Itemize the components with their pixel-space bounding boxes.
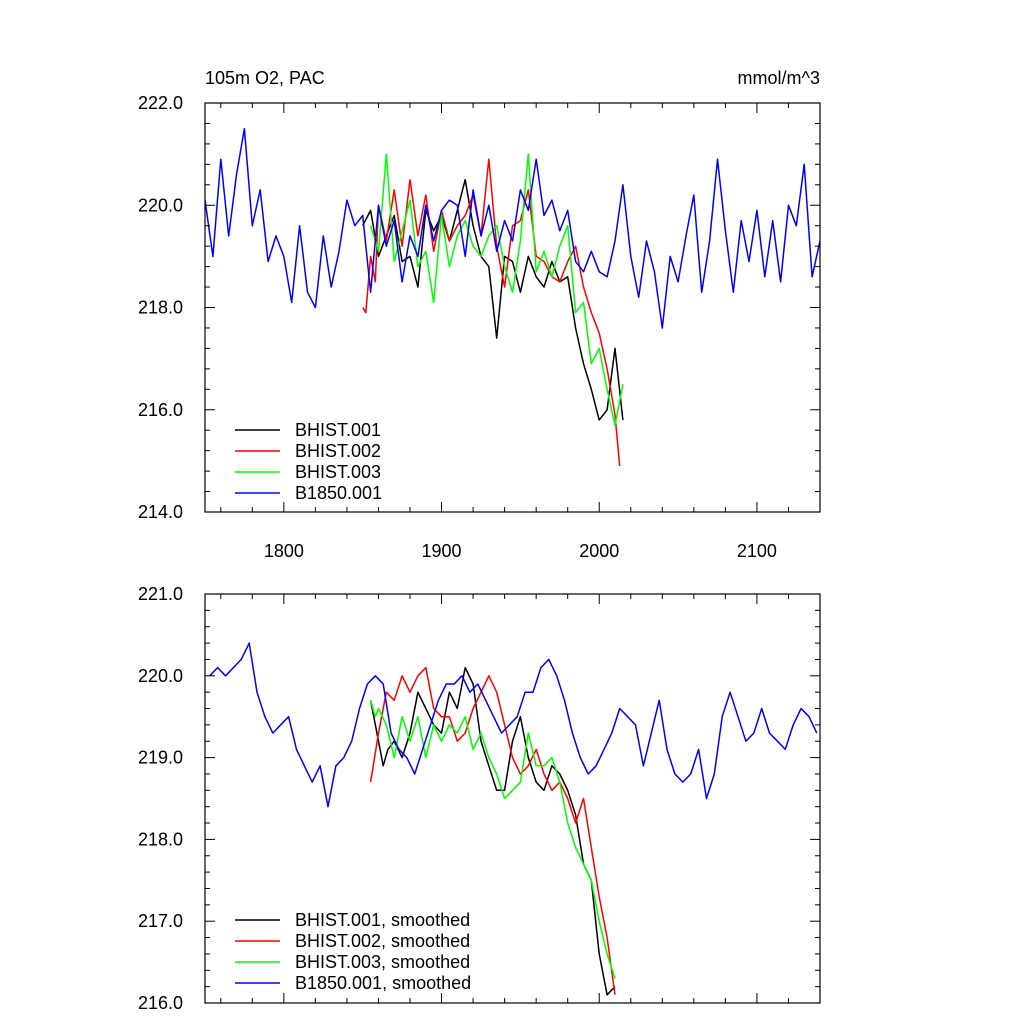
y-tick-label: 218.0: [138, 298, 183, 318]
series-group: [205, 127, 820, 467]
series-line-b1850-001-smoothed: [209, 642, 818, 808]
x-tick-label: 1800: [264, 541, 304, 561]
y-tick-label: 222.0: [138, 93, 183, 113]
legend-label: BHIST.003: [295, 462, 381, 482]
y-tick-label: 220.0: [138, 666, 183, 686]
series-line-bhist-001: [362, 178, 624, 421]
y-tick-label: 221.0: [138, 584, 183, 604]
top-panel: 214.0 216.0 218.0 220.0 222.0 1800 1900 2000 210…: [138, 68, 821, 561]
series-line-bhist-003: [369, 153, 624, 426]
x-tick-label: 2100: [737, 541, 777, 561]
series-line-bhist-002: [362, 158, 621, 467]
y-tick-label: 216.0: [138, 400, 183, 420]
y-tick-label: 214.0: [138, 502, 183, 522]
chart-title: 105m O2, PAC: [205, 68, 325, 88]
y-tick-label: 219.0: [138, 748, 183, 768]
series-group: [209, 642, 818, 996]
plot-frame: [204, 593, 821, 1004]
series-line-bhist-002-smoothed: [369, 666, 616, 995]
series-line-b1850-001: [205, 127, 820, 329]
legend-label: BHIST.003, smoothed: [295, 952, 470, 972]
series-line-bhist-003-smoothed: [369, 700, 616, 979]
y-tick-label: 217.0: [138, 911, 183, 931]
units-label: mmol/m^3: [738, 68, 820, 88]
legend-label: BHIST.001, smoothed: [295, 910, 470, 930]
legend-label: B1850.001, smoothed: [295, 973, 471, 993]
y-tick-label: 216.0: [138, 993, 183, 1013]
y-tick-label: 220.0: [138, 195, 183, 215]
legend-label: BHIST.002, smoothed: [295, 931, 470, 951]
legend-label: BHIST.001: [295, 420, 381, 440]
y-tick-label: 218.0: [138, 829, 183, 849]
bottom-panel: 216.0 217.0 218.0 219.0 220.0 221.0 BHIST.001,…: [138, 584, 821, 1013]
legend-label: B1850.001: [295, 483, 382, 503]
legend-label: BHIST.002: [295, 441, 381, 461]
x-tick-label: 2000: [579, 541, 619, 561]
series-line-bhist-001-smoothed: [369, 666, 616, 996]
x-tick-label: 1900: [422, 541, 462, 561]
